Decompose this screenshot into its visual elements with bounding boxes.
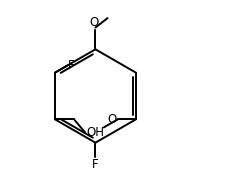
Text: O: O: [108, 113, 117, 126]
Text: F: F: [68, 59, 75, 72]
Text: F: F: [92, 158, 99, 171]
Text: O: O: [90, 16, 99, 29]
Text: OH: OH: [86, 126, 104, 139]
